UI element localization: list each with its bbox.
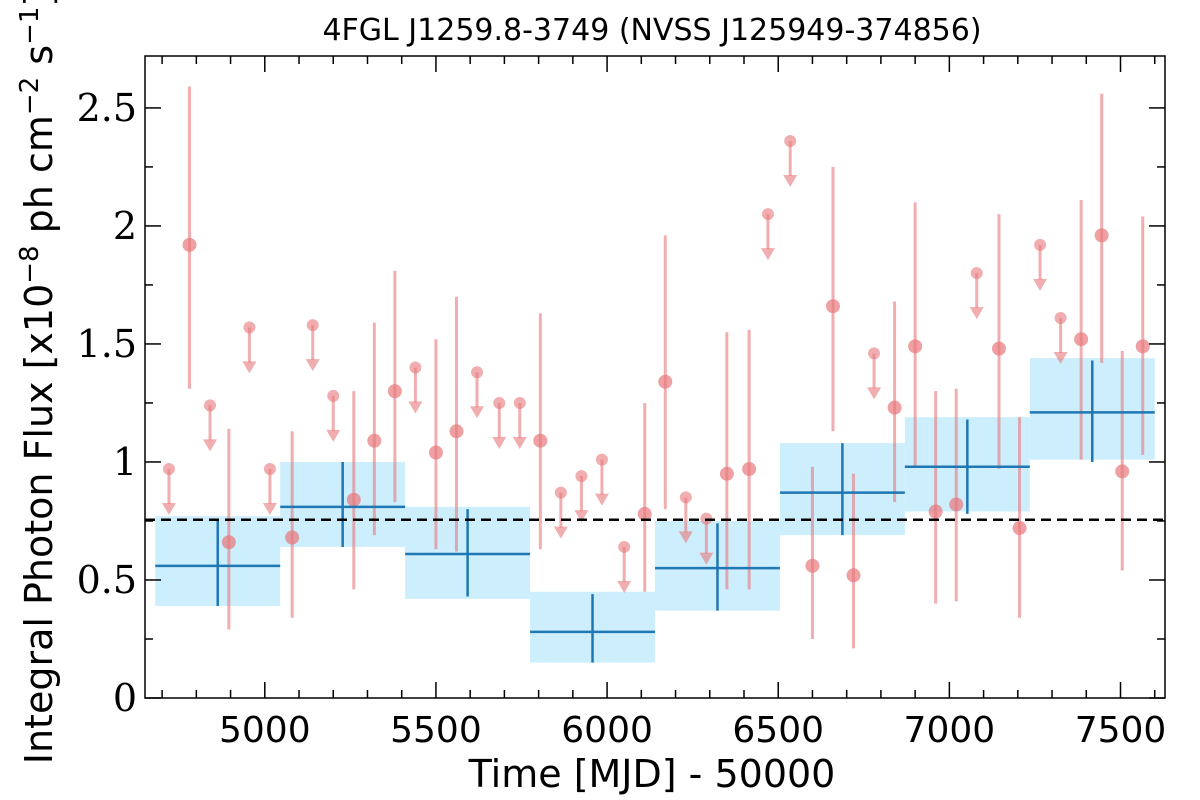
- upper-limit-point-0: [162, 463, 175, 476]
- x-tick-label-5: 7500: [1075, 710, 1167, 751]
- upper-limit-arrow-18: [867, 387, 882, 400]
- monthly-point-16: [887, 400, 902, 415]
- monthly-point-23: [1094, 228, 1109, 243]
- upper-limit-point-7: [471, 366, 484, 379]
- upper-limit-point-5: [327, 389, 340, 402]
- upper-limit-point-1: [204, 399, 217, 412]
- upper-limit-point-18: [868, 347, 881, 360]
- upper-limit-arrow-4: [305, 359, 320, 372]
- monthly-point-18: [928, 504, 943, 519]
- upper-limit-arrow-15: [699, 552, 714, 565]
- upper-limit-arrow-3: [262, 503, 277, 516]
- monthly-point-7: [449, 424, 464, 439]
- monthly-point-22: [1074, 332, 1089, 347]
- upper-limit-arrow-17: [783, 174, 798, 187]
- y-axis-label-exp2: −2: [15, 77, 45, 115]
- y-tick-label-0: 0: [113, 676, 137, 720]
- upper-limit-point-21: [1054, 311, 1067, 324]
- monthly-point-12: [742, 462, 757, 477]
- x-tick-label-3: 6500: [732, 710, 824, 751]
- upper-limit-arrow-13: [617, 580, 632, 593]
- upper-limit-point-11: [575, 470, 588, 483]
- x-tick-label-1: 5500: [390, 710, 482, 751]
- x-tick-label-2: 6000: [561, 710, 653, 751]
- upper-limit-point-17: [784, 134, 797, 147]
- upper-limit-point-3: [263, 463, 276, 476]
- upper-limit-point-9: [513, 396, 526, 409]
- upper-limit-point-20: [1034, 238, 1047, 251]
- monthly-point-4: [367, 433, 382, 448]
- upper-limit-point-4: [306, 319, 319, 332]
- y-axis-label-exp1: −8: [15, 245, 45, 283]
- upper-limit-arrow-20: [1033, 278, 1048, 291]
- y-axis-label-end: ]: [17, 0, 61, 7]
- upper-limit-arrow-2: [242, 361, 257, 374]
- plot-area: 5000 5500 6000 6500 7000 7500 0 0.5 1 1.5 2 2.5: [77, 55, 1167, 751]
- upper-limit-arrow-16: [760, 248, 775, 261]
- monthly-point-24: [1115, 464, 1130, 479]
- upper-limit-point-8: [493, 396, 506, 409]
- y-tick-label-5: 2.5: [77, 86, 137, 130]
- upper-limit-arrow-11: [574, 510, 589, 523]
- upper-limit-point-2: [243, 321, 256, 334]
- y-axis-label-mid: ph cm: [17, 115, 61, 245]
- monthly-point-1: [221, 535, 236, 550]
- y-axis-label-main: Integral Photon Flux [x10: [17, 284, 61, 765]
- y-axis-label: Integral Photon Flux [x10−8 ph cm−2 s−1]: [15, 0, 61, 764]
- upper-limit-point-12: [595, 453, 608, 466]
- x-tick-label-4: 7000: [904, 710, 996, 751]
- monthly-point-20: [991, 341, 1006, 356]
- monthly-point-3: [346, 492, 361, 507]
- monthly-point-21: [1012, 521, 1027, 536]
- upper-limit-arrow-7: [470, 406, 485, 419]
- monthly-point-17: [908, 339, 923, 354]
- upper-limit-arrow-8: [492, 436, 507, 449]
- monthly-point-14: [825, 299, 840, 314]
- upper-limit-arrow-6: [408, 401, 423, 414]
- y-axis-label-exp3: −1: [15, 7, 45, 45]
- upper-limit-arrow-9: [512, 436, 527, 449]
- upper-limit-arrow-12: [594, 493, 609, 506]
- monthly-point-0: [182, 237, 197, 252]
- upper-limit-point-6: [409, 361, 422, 374]
- x-axis-label: Time [MJD] - 50000: [468, 752, 836, 796]
- upper-limit-point-14: [679, 491, 692, 504]
- monthly-point-10: [658, 374, 673, 389]
- x-tick-label-0: 5000: [219, 710, 311, 751]
- y-tick-label-4: 2: [113, 204, 137, 248]
- y-tick-label-3: 1.5: [77, 322, 137, 366]
- monthly-point-13: [805, 558, 820, 573]
- upper-limit-arrow-21: [1053, 351, 1068, 364]
- upper-limit-arrow-14: [678, 531, 693, 544]
- upper-limit-arrow-19: [969, 307, 984, 320]
- monthly-point-8: [533, 433, 548, 448]
- monthly-point-2: [285, 530, 300, 545]
- upper-limit-point-19: [970, 267, 983, 280]
- chart-title: 4FGL J1259.8-3749 (NVSS J125949-374856): [322, 13, 981, 48]
- monthly-point-19: [949, 497, 964, 512]
- upper-limit-point-10: [554, 486, 567, 499]
- y-tick-label-1: 0.5: [77, 558, 137, 602]
- plot-frame: [144, 55, 1166, 699]
- y-tick-label-2: 1: [113, 440, 137, 484]
- monthly-point-5: [387, 384, 402, 399]
- upper-limit-arrow-0: [161, 503, 176, 516]
- upper-limit-point-13: [618, 540, 631, 553]
- monthly-point-6: [428, 445, 443, 460]
- monthly-point-25: [1135, 339, 1150, 354]
- monthly-point-11: [719, 466, 734, 481]
- upper-limit-arrow-5: [326, 429, 341, 442]
- upper-limit-arrow-10: [553, 526, 568, 539]
- y-axis-label-s: s: [17, 45, 61, 77]
- monthly-point-15: [846, 568, 861, 583]
- upper-limit-arrow-1: [203, 439, 218, 452]
- upper-limit-point-16: [761, 208, 774, 221]
- monthly-point-9: [637, 506, 652, 521]
